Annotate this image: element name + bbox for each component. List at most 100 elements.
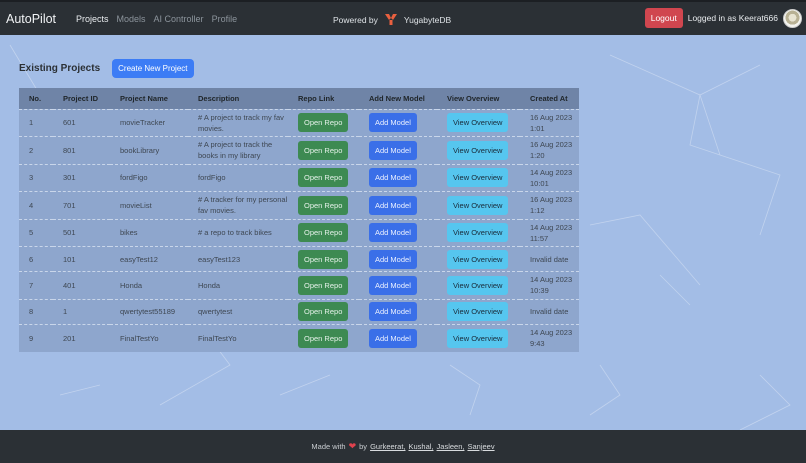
view-overview-button[interactable]: View Overview bbox=[447, 275, 509, 295]
open-repo-button[interactable]: Open Repo bbox=[298, 275, 349, 295]
add-model-button[interactable]: Add Model bbox=[369, 195, 417, 215]
powered-by-text: Powered by bbox=[333, 14, 378, 25]
author-link-jasleen[interactable]: Jasleen, bbox=[436, 442, 465, 451]
cell-description: # A tracker for my personal fav movies. bbox=[198, 195, 288, 216]
add-model-button[interactable]: Add Model bbox=[369, 113, 417, 133]
open-repo-button[interactable]: Open Repo bbox=[298, 113, 349, 133]
add-model-button[interactable]: Add Model bbox=[369, 223, 417, 243]
cell-project-id: 701 bbox=[63, 200, 76, 210]
cell-no: 6 bbox=[29, 254, 34, 264]
view-overview-button[interactable]: View Overview bbox=[447, 195, 509, 215]
table-row: 4 701 movieList # A tracker for my perso… bbox=[19, 191, 579, 219]
user-area: Logout Logged in as Keerat666 bbox=[644, 8, 802, 28]
open-repo-button[interactable]: Open Repo bbox=[298, 328, 349, 348]
create-new-project-button[interactable]: Create New Project bbox=[112, 59, 194, 78]
table-header-row: No. Project ID Project Name Description … bbox=[19, 88, 579, 109]
col-project-id: Project ID bbox=[63, 93, 99, 103]
author-link-gurkeerat[interactable]: Gurkeerat, bbox=[370, 442, 406, 451]
cell-project-name: bookLibrary bbox=[120, 145, 160, 155]
table-row: 8 1 qwertytest55189 qwertytest Open Repo… bbox=[19, 299, 579, 324]
cell-no: 2 bbox=[29, 145, 34, 155]
nav-link-ai-controller[interactable]: AI Controller bbox=[153, 13, 204, 24]
page-title: Existing Projects bbox=[19, 63, 101, 74]
nav-link-models[interactable]: Models bbox=[116, 13, 146, 24]
view-overview-button[interactable]: View Overview bbox=[447, 302, 509, 321]
powered-by: Powered by YugabyteDB bbox=[333, 13, 451, 26]
add-model-button[interactable]: Add Model bbox=[369, 140, 417, 160]
cell-project-name: easyTest12 bbox=[120, 254, 158, 264]
yugabyte-text: YugabyteDB bbox=[403, 14, 452, 25]
cell-created-at: 14 Aug 2023 11:57 bbox=[530, 222, 573, 243]
cell-no: 3 bbox=[29, 173, 34, 183]
cell-description: Honda bbox=[198, 280, 221, 290]
cell-no: 7 bbox=[29, 280, 34, 290]
logout-button[interactable]: Logout bbox=[644, 8, 683, 28]
nav-links: Projects Models AI Controller Profile bbox=[72, 14, 241, 24]
col-created-at: Created At bbox=[530, 93, 568, 103]
cell-project-name: movieList bbox=[120, 200, 152, 210]
open-repo-button[interactable]: Open Repo bbox=[298, 168, 349, 188]
projects-table: No. Project ID Project Name Description … bbox=[19, 88, 579, 352]
projects-header: Existing Projects Create New Project bbox=[19, 59, 194, 78]
cell-description: qwertytest bbox=[198, 307, 233, 316]
cell-project-name: qwertytest55189 bbox=[120, 307, 176, 316]
cell-description: # A project to track my fav movies. bbox=[198, 112, 284, 133]
cell-description: fordFigo bbox=[198, 173, 226, 183]
view-overview-button[interactable]: View Overview bbox=[447, 140, 509, 160]
open-repo-button[interactable]: Open Repo bbox=[298, 195, 349, 215]
view-overview-button[interactable]: View Overview bbox=[447, 223, 509, 243]
yugabyte-logo-icon bbox=[384, 14, 397, 25]
cell-description: easyTest123 bbox=[198, 254, 241, 264]
add-model-button[interactable]: Add Model bbox=[369, 328, 417, 348]
author-link-kushal[interactable]: Kushal, bbox=[408, 442, 434, 451]
col-description: Description bbox=[198, 93, 240, 103]
add-model-button[interactable]: Add Model bbox=[369, 275, 417, 295]
heart-icon: ❤ bbox=[348, 441, 357, 451]
col-view-overview: View Overview bbox=[447, 93, 500, 103]
by-text: by bbox=[359, 442, 368, 451]
cell-project-name: movieTracker bbox=[120, 118, 166, 128]
add-model-button[interactable]: Add Model bbox=[369, 168, 417, 188]
table-row: 7 401 Honda Honda Open Repo Add Model Vi… bbox=[19, 271, 579, 299]
cell-project-id: 101 bbox=[63, 254, 76, 264]
view-overview-button[interactable]: View Overview bbox=[447, 113, 509, 133]
cell-created-at: 16 Aug 2023 1:01 bbox=[530, 112, 573, 133]
table-row: 2 801 bookLibrary # A project to track t… bbox=[19, 136, 579, 164]
cell-project-id: 1 bbox=[63, 307, 68, 316]
cell-no: 5 bbox=[29, 228, 34, 238]
table-row: 5 501 bikes # a repo to track bikes Open… bbox=[19, 219, 579, 247]
table-row: 1 601 movieTracker # A project to track … bbox=[19, 109, 579, 137]
table-row: 9 201 FinalTestYo FinalTestYo Open Repo … bbox=[19, 324, 579, 352]
cell-description: # a repo to track bikes bbox=[198, 228, 272, 238]
col-add-new-model: Add New Model bbox=[369, 93, 425, 103]
cell-project-name: Honda bbox=[120, 280, 143, 290]
view-overview-button[interactable]: View Overview bbox=[447, 168, 509, 188]
col-repo-link: Repo Link bbox=[298, 93, 335, 103]
cell-created-at: 16 Aug 2023 1:12 bbox=[530, 195, 573, 216]
cell-project-id: 401 bbox=[63, 280, 76, 290]
add-model-button[interactable]: Add Model bbox=[369, 302, 417, 321]
cell-project-name: fordFigo bbox=[120, 173, 148, 183]
cell-created-at: Invalid date bbox=[530, 307, 569, 316]
logged-in-text: Logged in as Keerat666 bbox=[687, 13, 778, 23]
cell-no: 9 bbox=[29, 333, 34, 343]
open-repo-button[interactable]: Open Repo bbox=[298, 223, 349, 243]
view-overview-button[interactable]: View Overview bbox=[447, 249, 509, 269]
open-repo-button[interactable]: Open Repo bbox=[298, 140, 349, 160]
cell-created-at: 16 Aug 2023 1:20 bbox=[530, 140, 573, 161]
brand-logo[interactable]: AutoPilot bbox=[6, 11, 57, 26]
nav-link-projects[interactable]: Projects bbox=[76, 13, 109, 24]
avatar[interactable] bbox=[783, 8, 802, 28]
author-link-sanjeev[interactable]: Sanjeev bbox=[467, 442, 495, 451]
made-with-text: Made with bbox=[311, 442, 346, 451]
cell-no: 4 bbox=[29, 200, 34, 210]
view-overview-button[interactable]: View Overview bbox=[447, 328, 509, 348]
cell-project-name: FinalTestYo bbox=[120, 333, 159, 343]
open-repo-button[interactable]: Open Repo bbox=[298, 249, 349, 269]
add-model-button[interactable]: Add Model bbox=[369, 249, 417, 269]
cell-created-at: Invalid date bbox=[530, 254, 569, 264]
open-repo-button[interactable]: Open Repo bbox=[298, 302, 349, 321]
cell-project-id: 501 bbox=[63, 228, 76, 238]
cell-project-id: 601 bbox=[63, 118, 76, 128]
nav-link-profile[interactable]: Profile bbox=[211, 13, 238, 24]
